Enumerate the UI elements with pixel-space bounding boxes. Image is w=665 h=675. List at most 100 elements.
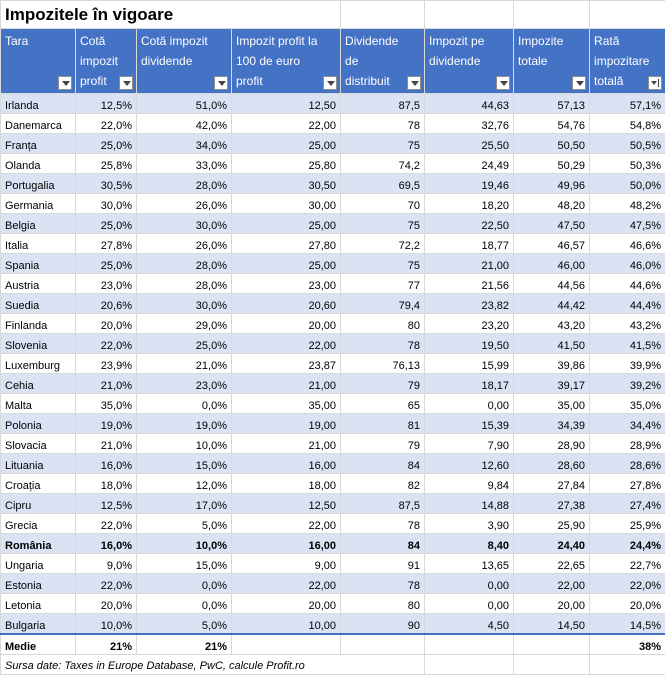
column-header-label: Impozit pe dividende bbox=[429, 31, 509, 71]
value-cell: 20,00 bbox=[232, 594, 341, 614]
value-cell: 18,20 bbox=[425, 194, 514, 214]
value-cell: 24,40 bbox=[514, 534, 590, 554]
average-value: 21% bbox=[137, 634, 232, 655]
country-cell: Slovenia bbox=[1, 334, 76, 354]
value-cell: 22,0% bbox=[76, 334, 137, 354]
country-cell: Slovacia bbox=[1, 434, 76, 454]
average-value: 21% bbox=[76, 634, 137, 655]
value-cell: 75 bbox=[341, 254, 425, 274]
value-cell: 15,99 bbox=[425, 354, 514, 374]
average-value bbox=[341, 634, 425, 655]
value-cell: 87,5 bbox=[341, 94, 425, 114]
value-cell: 10,00 bbox=[232, 614, 341, 634]
value-cell: 27,84 bbox=[514, 474, 590, 494]
value-cell: 22,7% bbox=[590, 554, 665, 574]
value-cell: 42,0% bbox=[137, 114, 232, 134]
value-cell: 50,5% bbox=[590, 134, 665, 154]
value-cell: 0,00 bbox=[425, 394, 514, 414]
value-cell: 69,5 bbox=[341, 174, 425, 194]
value-cell: 25,50 bbox=[425, 134, 514, 154]
value-cell: 35,0% bbox=[76, 394, 137, 414]
country-cell: Olanda bbox=[1, 154, 76, 174]
value-cell: 78 bbox=[341, 514, 425, 534]
value-cell: 81 bbox=[341, 414, 425, 434]
value-cell: 28,6% bbox=[590, 454, 665, 474]
value-cell: 26,0% bbox=[137, 194, 232, 214]
value-cell: 20,00 bbox=[232, 314, 341, 334]
value-cell: 27,80 bbox=[232, 234, 341, 254]
country-cell: Malta bbox=[1, 394, 76, 414]
value-cell: 26,0% bbox=[137, 234, 232, 254]
value-cell: 29,0% bbox=[137, 314, 232, 334]
value-cell: 0,0% bbox=[137, 594, 232, 614]
country-cell: Irlanda bbox=[1, 94, 76, 114]
value-cell: 57,13 bbox=[514, 94, 590, 114]
value-cell: 28,0% bbox=[137, 254, 232, 274]
value-cell: 30,50 bbox=[232, 174, 341, 194]
value-cell: 28,60 bbox=[514, 454, 590, 474]
value-cell: 28,0% bbox=[137, 174, 232, 194]
value-cell: 35,00 bbox=[232, 394, 341, 414]
value-cell: 12,50 bbox=[232, 94, 341, 114]
value-cell: 23,0% bbox=[76, 274, 137, 294]
country-cell: Spania bbox=[1, 254, 76, 274]
country-cell: Estonia bbox=[1, 574, 76, 594]
country-cell: Luxemburg bbox=[1, 354, 76, 374]
average-value: 38% bbox=[590, 634, 665, 655]
col-header-tara: Tara bbox=[1, 29, 76, 94]
filter-dropdown-icon[interactable] bbox=[58, 76, 72, 90]
value-cell: 22,00 bbox=[232, 574, 341, 594]
col-header-impozite-totale: Impozite totale bbox=[514, 29, 590, 94]
country-cell: Cipru bbox=[1, 494, 76, 514]
value-cell: 44,56 bbox=[514, 274, 590, 294]
col-header-impozit-profit: Impozit profit la 100 de euro profit bbox=[232, 29, 341, 94]
filter-dropdown-icon[interactable] bbox=[496, 76, 510, 90]
value-cell: 0,0% bbox=[137, 574, 232, 594]
filter-dropdown-icon[interactable] bbox=[572, 76, 586, 90]
column-header-label: Cotă impozit dividende bbox=[141, 31, 227, 71]
value-cell: 50,0% bbox=[590, 174, 665, 194]
value-cell: 19,00 bbox=[232, 414, 341, 434]
value-cell: 78 bbox=[341, 114, 425, 134]
value-cell: 25,00 bbox=[232, 254, 341, 274]
value-cell: 13,65 bbox=[425, 554, 514, 574]
filter-dropdown-icon[interactable] bbox=[214, 76, 228, 90]
value-cell: 0,0% bbox=[137, 394, 232, 414]
value-cell: 30,00 bbox=[232, 194, 341, 214]
value-cell: 0,00 bbox=[425, 594, 514, 614]
value-cell: 80 bbox=[341, 314, 425, 334]
value-cell: 22,0% bbox=[76, 574, 137, 594]
value-cell: 79 bbox=[341, 434, 425, 454]
value-cell: 3,90 bbox=[425, 514, 514, 534]
value-cell: 77 bbox=[341, 274, 425, 294]
filter-dropdown-icon[interactable] bbox=[407, 76, 421, 90]
value-cell: 75 bbox=[341, 214, 425, 234]
value-cell: 20,0% bbox=[76, 314, 137, 334]
country-cell: Danemarca bbox=[1, 114, 76, 134]
value-cell: 22,50 bbox=[425, 214, 514, 234]
sort-descending-filter-icon[interactable] bbox=[648, 76, 662, 90]
col-header-impozit-dividende: Impozit pe dividende bbox=[425, 29, 514, 94]
value-cell: 41,5% bbox=[590, 334, 665, 354]
filter-dropdown-icon[interactable] bbox=[119, 76, 133, 90]
value-cell: 20,60 bbox=[232, 294, 341, 314]
value-cell: 16,0% bbox=[76, 454, 137, 474]
value-cell: 18,00 bbox=[232, 474, 341, 494]
value-cell: 15,39 bbox=[425, 414, 514, 434]
value-cell: 74,2 bbox=[341, 154, 425, 174]
value-cell: 54,76 bbox=[514, 114, 590, 134]
filter-dropdown-icon[interactable] bbox=[323, 76, 337, 90]
value-cell: 43,20 bbox=[514, 314, 590, 334]
value-cell: 72,2 bbox=[341, 234, 425, 254]
value-cell: 25,0% bbox=[137, 334, 232, 354]
